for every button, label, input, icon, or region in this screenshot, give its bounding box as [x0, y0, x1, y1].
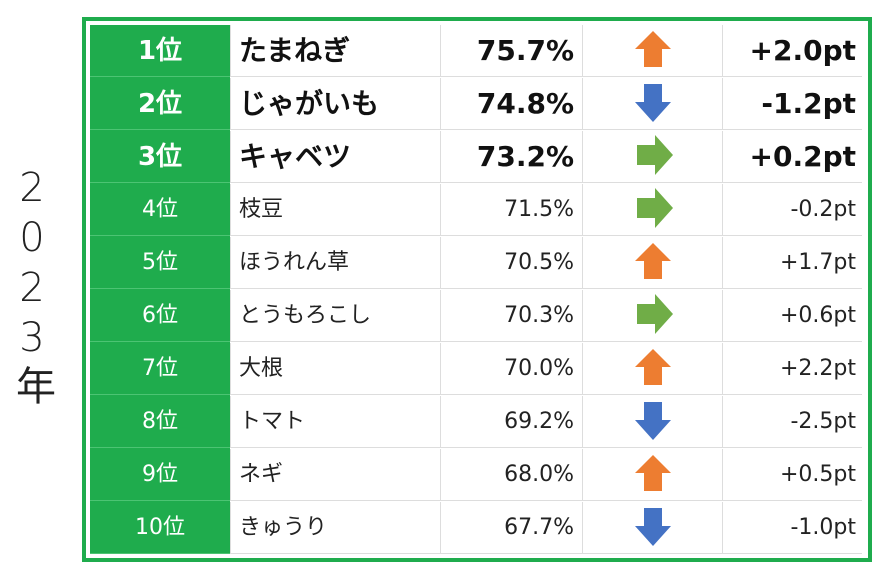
table-frame [82, 17, 872, 562]
rank-cell: 2位 [90, 78, 230, 130]
table-row: 1位 たまねぎ 75.7% +2.0pt [90, 25, 862, 78]
change-cell: +0.6pt [722, 290, 862, 342]
trend-arrow [635, 31, 671, 67]
rank-cell: 5位 [90, 237, 230, 289]
trend-arrow [637, 135, 673, 175]
change-cell: +1.7pt [722, 237, 862, 289]
change-cell: -2.5pt [722, 396, 862, 448]
trend-arrow [637, 188, 673, 228]
change-cell: -0.2pt [722, 184, 862, 236]
trend-cell [582, 343, 722, 395]
rank-cell: 8位 [90, 396, 230, 448]
trend-arrow [635, 243, 671, 279]
name-cell: じゃがいも [230, 78, 440, 130]
name-cell: トマト [230, 396, 440, 448]
trend-cell [582, 184, 722, 236]
rank-column [90, 25, 230, 554]
table-row: 9位 ネギ 68.0% +0.5pt [90, 449, 862, 502]
rank-cell: 3位 [90, 131, 230, 183]
table-row: 4位 枝豆 71.5% -0.2pt [90, 184, 862, 237]
rank-cell: 4位 [90, 184, 230, 236]
rate-cell: 67.7% [440, 502, 582, 554]
arrow-shape [635, 31, 671, 67]
change-cell: +0.5pt [722, 449, 862, 501]
table-row: 7位 大根 70.0% +2.2pt [90, 343, 862, 396]
name-cell: 大根 [230, 343, 440, 395]
trend-arrow [637, 294, 673, 334]
rank-cell: 9位 [90, 449, 230, 501]
arrow-shape [635, 455, 671, 491]
arrow-shape [635, 402, 671, 440]
trend-cell [582, 131, 722, 183]
trend-cell [582, 290, 722, 342]
arrow-shape [637, 135, 673, 175]
trend-cell [582, 237, 722, 289]
name-cell: きゅうり [230, 502, 440, 554]
trend-cell [582, 396, 722, 448]
name-cell: たまねぎ [230, 25, 440, 77]
rank-cell: 1位 [90, 25, 230, 77]
name-cell: ほうれん草 [230, 237, 440, 289]
change-cell: -1.0pt [722, 502, 862, 554]
table-row: 2位 じゃがいも 74.8% -1.2pt [90, 78, 862, 131]
rank-cell: 6位 [90, 290, 230, 342]
table-row: 3位 キャベツ 73.2% +0.2pt [90, 131, 862, 184]
rate-cell: 74.8% [440, 78, 582, 130]
change-cell: +2.0pt [722, 25, 862, 77]
arrow-shape [635, 84, 671, 122]
name-cell: キャベツ [230, 131, 440, 183]
trend-cell [582, 25, 722, 77]
name-cell: 枝豆 [230, 184, 440, 236]
rate-cell: 73.2% [440, 131, 582, 183]
arrow-shape [635, 349, 671, 385]
rate-cell: 70.0% [440, 343, 582, 395]
arrow-shape [637, 188, 673, 228]
change-cell: +2.2pt [722, 343, 862, 395]
table-row: 10位 きゅうり 67.7% -1.0pt [90, 502, 862, 555]
arrow-shape [635, 243, 671, 279]
table-row: 8位 トマト 69.2% -2.5pt [90, 396, 862, 449]
trend-arrow [635, 349, 671, 385]
arrow-shape [635, 508, 671, 546]
change-cell: -1.2pt [722, 78, 862, 130]
rate-cell: 68.0% [440, 449, 582, 501]
trend-arrow [635, 402, 671, 440]
name-cell: とうもろこし [230, 290, 440, 342]
rate-cell: 70.5% [440, 237, 582, 289]
trend-cell [582, 502, 722, 554]
rank-cell: 7位 [90, 343, 230, 395]
year-label: 2023年 [9, 165, 55, 409]
rate-cell: 71.5% [440, 184, 582, 236]
trend-cell [582, 449, 722, 501]
rate-cell: 75.7% [440, 25, 582, 77]
trend-arrow [635, 455, 671, 491]
name-cell: ネギ [230, 449, 440, 501]
table-row: 6位 とうもろこし 70.3% +0.6pt [90, 290, 862, 343]
change-cell: +0.2pt [722, 131, 862, 183]
trend-arrow [635, 84, 671, 122]
rank-cell: 10位 [90, 502, 230, 554]
rate-cell: 69.2% [440, 396, 582, 448]
trend-arrow [635, 508, 671, 546]
rate-cell: 70.3% [440, 290, 582, 342]
trend-cell [582, 78, 722, 130]
table-row: 5位 ほうれん草 70.5% +1.7pt [90, 237, 862, 290]
arrow-shape [637, 294, 673, 334]
